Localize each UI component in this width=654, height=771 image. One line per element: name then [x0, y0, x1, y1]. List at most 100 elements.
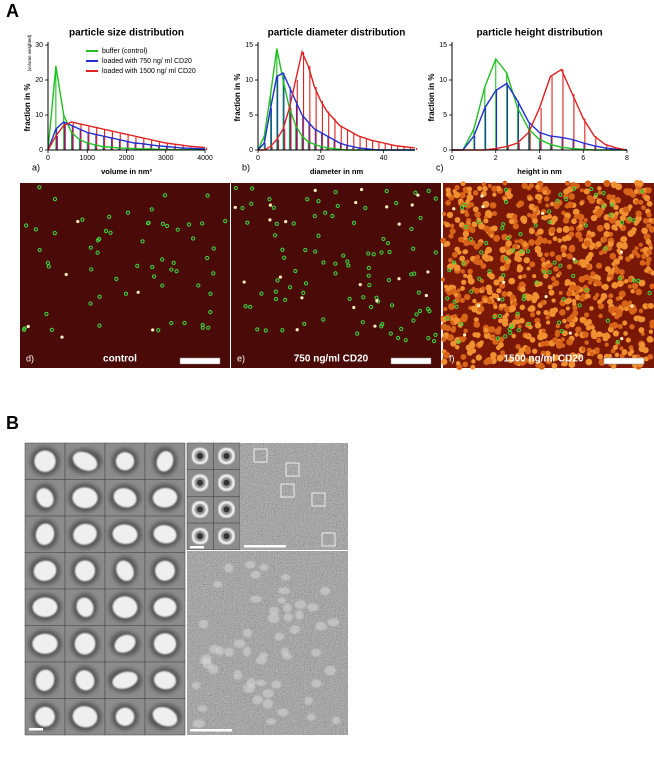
em-particle [307, 603, 319, 612]
particle [499, 265, 506, 272]
class-blob [152, 707, 178, 727]
particle-marker [394, 201, 399, 206]
particle [459, 297, 465, 303]
class-blob [154, 671, 176, 690]
particle [491, 211, 498, 217]
particle-marker [589, 186, 594, 192]
particle-marker [572, 186, 577, 191]
bright-particle [295, 328, 299, 332]
particle-marker [452, 260, 457, 265]
particle [453, 317, 460, 325]
particle-marker [169, 320, 174, 326]
em-particle [267, 613, 280, 624]
particle [526, 212, 532, 218]
class-blob [116, 560, 134, 581]
particle-marker [519, 249, 524, 254]
particle-marker [615, 339, 620, 344]
particle-box [280, 483, 295, 498]
particle [634, 246, 639, 251]
class-blob [153, 633, 177, 655]
image-letter: f) [449, 353, 455, 363]
particle [465, 259, 470, 264]
particle [527, 306, 533, 312]
particle-marker [37, 247, 42, 253]
particle [518, 274, 523, 280]
particle-marker [282, 255, 287, 260]
particle-marker [426, 336, 431, 341]
particle [614, 314, 620, 320]
particle [643, 356, 649, 362]
particle [573, 214, 579, 220]
particle [595, 347, 600, 352]
particle [616, 280, 624, 288]
bright-particle [424, 293, 428, 298]
particle-marker [360, 320, 365, 325]
particle [635, 210, 642, 217]
particle-marker [414, 312, 419, 317]
particle-marker [564, 196, 569, 202]
particle-marker [335, 203, 340, 209]
particle-box [311, 492, 326, 507]
particle-marker [88, 245, 93, 250]
y-tick-label: 20 [35, 77, 43, 84]
particle [450, 340, 457, 347]
particle [602, 283, 609, 291]
particle [585, 263, 592, 270]
particle-marker [243, 304, 248, 309]
particle [556, 227, 563, 234]
image-label: control [103, 354, 137, 365]
particle [578, 237, 584, 243]
em-particle [197, 705, 208, 712]
particle-marker [211, 271, 216, 276]
particle [463, 239, 470, 247]
particle [610, 181, 618, 189]
em-particle [311, 679, 322, 688]
particle [617, 323, 623, 330]
em-particle [224, 563, 234, 573]
particle-marker [151, 274, 157, 279]
particle-marker [556, 320, 562, 325]
particle [579, 188, 585, 193]
particle [547, 284, 553, 290]
class-ring [191, 474, 209, 492]
particle-marker [200, 221, 205, 226]
particle [491, 185, 498, 192]
image-label: 750 ng/ml CD20 [294, 354, 369, 365]
particle [634, 219, 640, 225]
particle-marker [380, 321, 385, 327]
particle [477, 341, 484, 347]
particle-marker [533, 223, 538, 228]
particle-marker [484, 240, 489, 246]
particle [642, 218, 649, 224]
particle [564, 203, 570, 209]
bright-particle [544, 294, 548, 299]
particle [558, 290, 563, 295]
particle [447, 334, 455, 341]
em-particle [201, 654, 212, 663]
x-tick-label: 2 [494, 155, 498, 162]
particle-marker [97, 294, 102, 299]
particle [440, 237, 447, 244]
particle [483, 218, 489, 224]
particle-marker [561, 297, 566, 302]
particle-marker [175, 227, 180, 232]
particle [462, 230, 470, 238]
series-line [257, 72, 415, 151]
particle [490, 351, 497, 359]
particle [583, 188, 590, 195]
particle-marker [399, 326, 404, 331]
em-particle [278, 587, 290, 595]
particle [501, 291, 508, 298]
particle [546, 260, 551, 265]
particle [486, 358, 493, 365]
afm-image [231, 183, 441, 368]
particle [612, 330, 620, 337]
particle [589, 351, 595, 357]
bright-particle [268, 218, 272, 222]
particle [566, 253, 573, 260]
particle-marker [169, 267, 174, 272]
class-core [223, 533, 230, 540]
particle [608, 293, 614, 299]
particle [445, 200, 451, 206]
scale-bar [190, 729, 232, 732]
